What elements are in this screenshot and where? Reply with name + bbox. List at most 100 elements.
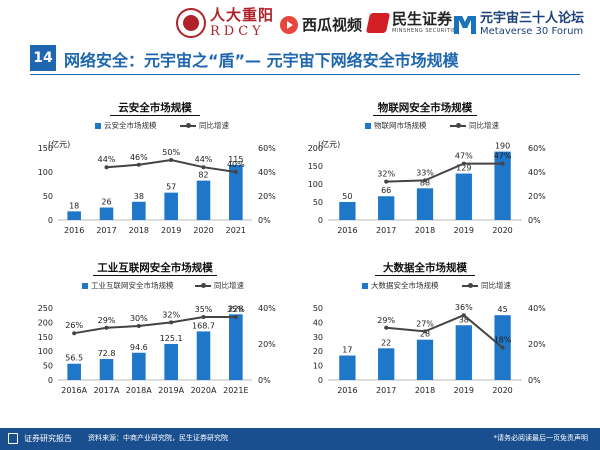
chart-title: 大数据全市场规模	[383, 262, 467, 274]
minsheng-mark-icon	[365, 13, 391, 33]
y-tick-label: 200	[38, 318, 53, 327]
bar-value-label: 38	[459, 315, 469, 324]
bar	[132, 352, 146, 380]
y-tick-label: 150	[38, 333, 53, 342]
growth-rate-label: 30%	[130, 314, 148, 323]
bar-value-label: 18	[69, 201, 79, 210]
big-data-security-chart: 大数据全市场规模 大数据安全市场规模 同比增速 0 10 20 30 40 50 0% 20% 40%…	[300, 260, 550, 430]
growth-rate-label: 29%	[377, 316, 395, 325]
y2-tick-label: 20%	[528, 340, 546, 349]
rdcy-logo: 人大重阳 RDCY	[176, 8, 274, 38]
x-tick-label: 2021E	[223, 386, 248, 395]
y2-tick-label: 20%	[258, 340, 276, 349]
growth-rate-label: 35%	[227, 305, 245, 314]
y-tick-label: 100	[308, 180, 323, 189]
legend-item-line: 同比增速	[180, 120, 229, 131]
y-tick-label: 150	[308, 162, 323, 171]
footer-bar: 证券研究报告 资料来源：中商产业研究院，民生证券研究院 *请务必阅读最后一页免责…	[0, 428, 600, 450]
x-tick-label: 2019A	[158, 386, 184, 395]
chart-plot: 0 50 100 150 200 250 0% 20% 40% 56.5 2016A 72.8 2017…	[38, 304, 276, 395]
header-logos: 人大重阳 RDCY 西瓜视频 民生证券 MINSHENG SECURITIES …	[0, 8, 600, 44]
growth-rate-label: 33%	[416, 168, 434, 177]
xigua-play-icon	[280, 15, 298, 34]
rdcy-seal-icon	[176, 8, 206, 38]
growth-rate-point	[500, 345, 505, 350]
x-tick-label: 2017	[96, 226, 116, 235]
growth-rate-point	[384, 325, 389, 330]
y-tick-label: 50	[313, 198, 323, 207]
chart-title: 工业互联网安全市场规模	[97, 262, 213, 274]
bar	[229, 164, 243, 220]
y2-tick-label: 0%	[528, 376, 541, 385]
bar	[196, 331, 211, 380]
y-tick-label: 30	[313, 333, 323, 342]
slide-number: 14	[30, 45, 56, 71]
bar-value-label: 88	[420, 178, 430, 187]
bar-value-label: 38	[134, 192, 144, 201]
chart-plot: 0 50 100 150 200 0% 20% 40% 60% 50 2016 66 2017 88 201…	[308, 139, 546, 235]
bar-value-label: 125.1	[160, 334, 183, 343]
chart-title-underline	[375, 275, 475, 276]
bar	[378, 348, 395, 380]
growth-rate-label: 50%	[162, 148, 180, 157]
bar-value-label: 22	[381, 338, 391, 347]
x-tick-label: 2016	[337, 386, 357, 395]
industrial-internet-security-chart: 工业互联网安全市场规模 工业互联网安全市场规模 同比增速 0 50 100 150 200 25…	[30, 260, 280, 430]
footer-disclaimer: *请务必阅读最后一页免责声明	[493, 434, 589, 442]
footer-report-label: 证券研究报告	[24, 434, 72, 443]
bar-value-label: 72.8	[98, 349, 116, 358]
chart-plot: 0 10 20 30 40 50 0% 20% 40% 17 2016 22 2017 28 2018 38 2…	[313, 303, 546, 395]
growth-rate-point	[169, 320, 174, 325]
chart-title-underline	[110, 115, 200, 116]
rdcy-logo-en: RDCY	[210, 24, 265, 39]
y-tick-label: 0	[318, 216, 323, 225]
x-tick-label: 2016	[64, 226, 84, 235]
y-axis-unit: (亿元)	[48, 139, 70, 149]
growth-rate-label: 47%	[455, 152, 473, 161]
minsheng-logo: 民生证券 MINSHENG SECURITIES	[365, 10, 460, 34]
legend-item-bar: 大数据安全市场规模	[362, 280, 439, 291]
y2-tick-label: 60%	[528, 144, 546, 153]
x-tick-label: 2017	[376, 386, 396, 395]
y2-tick-label: 40%	[528, 304, 546, 313]
cloud-security-chart: 云安全市场规模 云安全市场规模 同比增速 0 50 100 150 0% 20% 40% 60% 18…	[30, 100, 280, 270]
y2-tick-label: 20%	[258, 192, 276, 201]
metaverse-logo-en: Metaverse 30 Forum	[480, 26, 584, 37]
y2-tick-label: 40%	[258, 304, 276, 313]
x-tick-label: 2018	[415, 226, 435, 235]
y-tick-label: 200	[308, 144, 323, 153]
title-divider	[30, 74, 580, 75]
x-tick-label: 2017A	[94, 386, 120, 395]
y2-tick-label: 40%	[258, 168, 276, 177]
y-tick-label: 50	[313, 304, 323, 313]
bar	[99, 207, 114, 220]
minsheng-logo-cn: 民生证券	[392, 10, 453, 28]
bar-value-label: 115	[228, 155, 243, 164]
y2-tick-label: 60%	[258, 144, 276, 153]
y-tick-label: 0	[318, 376, 323, 385]
y-tick-label: 0	[48, 376, 53, 385]
bar-value-label: 129	[456, 164, 471, 173]
y2-tick-label: 0%	[258, 376, 271, 385]
y2-tick-label: 0%	[528, 216, 541, 225]
bar-value-label: 190	[495, 142, 510, 151]
chart-legend: 物联网市场规模 同比增速	[300, 119, 550, 133]
chart-title-underline	[373, 115, 477, 116]
x-tick-label: 2020	[492, 386, 512, 395]
bar	[416, 339, 434, 380]
y-axis-unit: (亿元)	[318, 139, 340, 149]
chart-title: 云安全市场规模	[118, 102, 192, 114]
legend-item-bar: 物联网市场规模	[365, 120, 427, 131]
x-tick-label: 2017	[376, 226, 396, 235]
x-tick-label: 2018A	[126, 386, 152, 395]
x-tick-label: 2016	[337, 226, 357, 235]
legend-item-bar: 工业互联网安全市场规模	[82, 280, 174, 291]
growth-rate-label: 46%	[130, 153, 148, 162]
bar	[378, 196, 395, 220]
growth-rate-point	[136, 324, 141, 328]
growth-rate-point	[201, 165, 206, 170]
growth-rate-line	[386, 162, 503, 183]
bar	[339, 355, 356, 380]
x-tick-label: 2020	[492, 226, 512, 235]
growth-rate-label: 29%	[98, 316, 116, 325]
